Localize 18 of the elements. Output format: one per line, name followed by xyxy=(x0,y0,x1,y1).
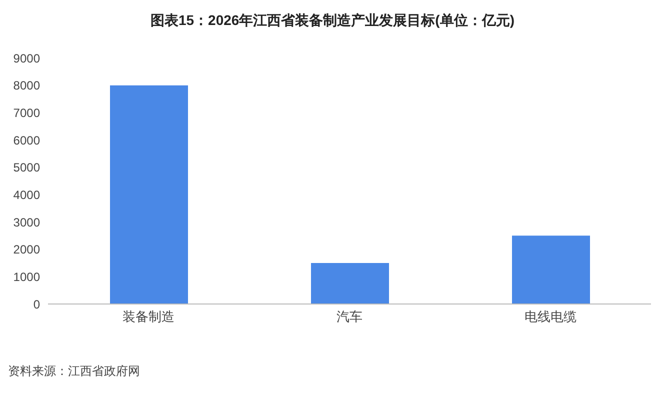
y-tick-label: 8000 xyxy=(13,78,40,93)
y-tick-label: 1000 xyxy=(13,270,40,284)
y-tick-label: 6000 xyxy=(13,133,40,148)
y-tick-label: 4000 xyxy=(13,188,40,202)
chart-title: 图表15：2026年江西省装备制造产业发展目标(单位：亿元) xyxy=(149,11,516,30)
text: 资料来源：江西省政府网 xyxy=(8,363,140,380)
y-tick-label: 3000 xyxy=(13,215,40,230)
bar xyxy=(110,85,188,304)
x-tick-label: 装备制造 xyxy=(122,309,174,324)
y-tick-label: 5000 xyxy=(13,160,40,175)
x-tick-label: 电线电缆 xyxy=(524,309,576,324)
y-tick-label: 7000 xyxy=(13,106,40,120)
y-tick-label: 2000 xyxy=(13,242,40,257)
x-tick-label: 汽车 xyxy=(336,309,362,324)
bar xyxy=(311,263,389,304)
bar xyxy=(512,236,590,304)
y-tick-label: 9000 xyxy=(13,51,40,66)
y-tick-label: 0 xyxy=(33,297,40,312)
